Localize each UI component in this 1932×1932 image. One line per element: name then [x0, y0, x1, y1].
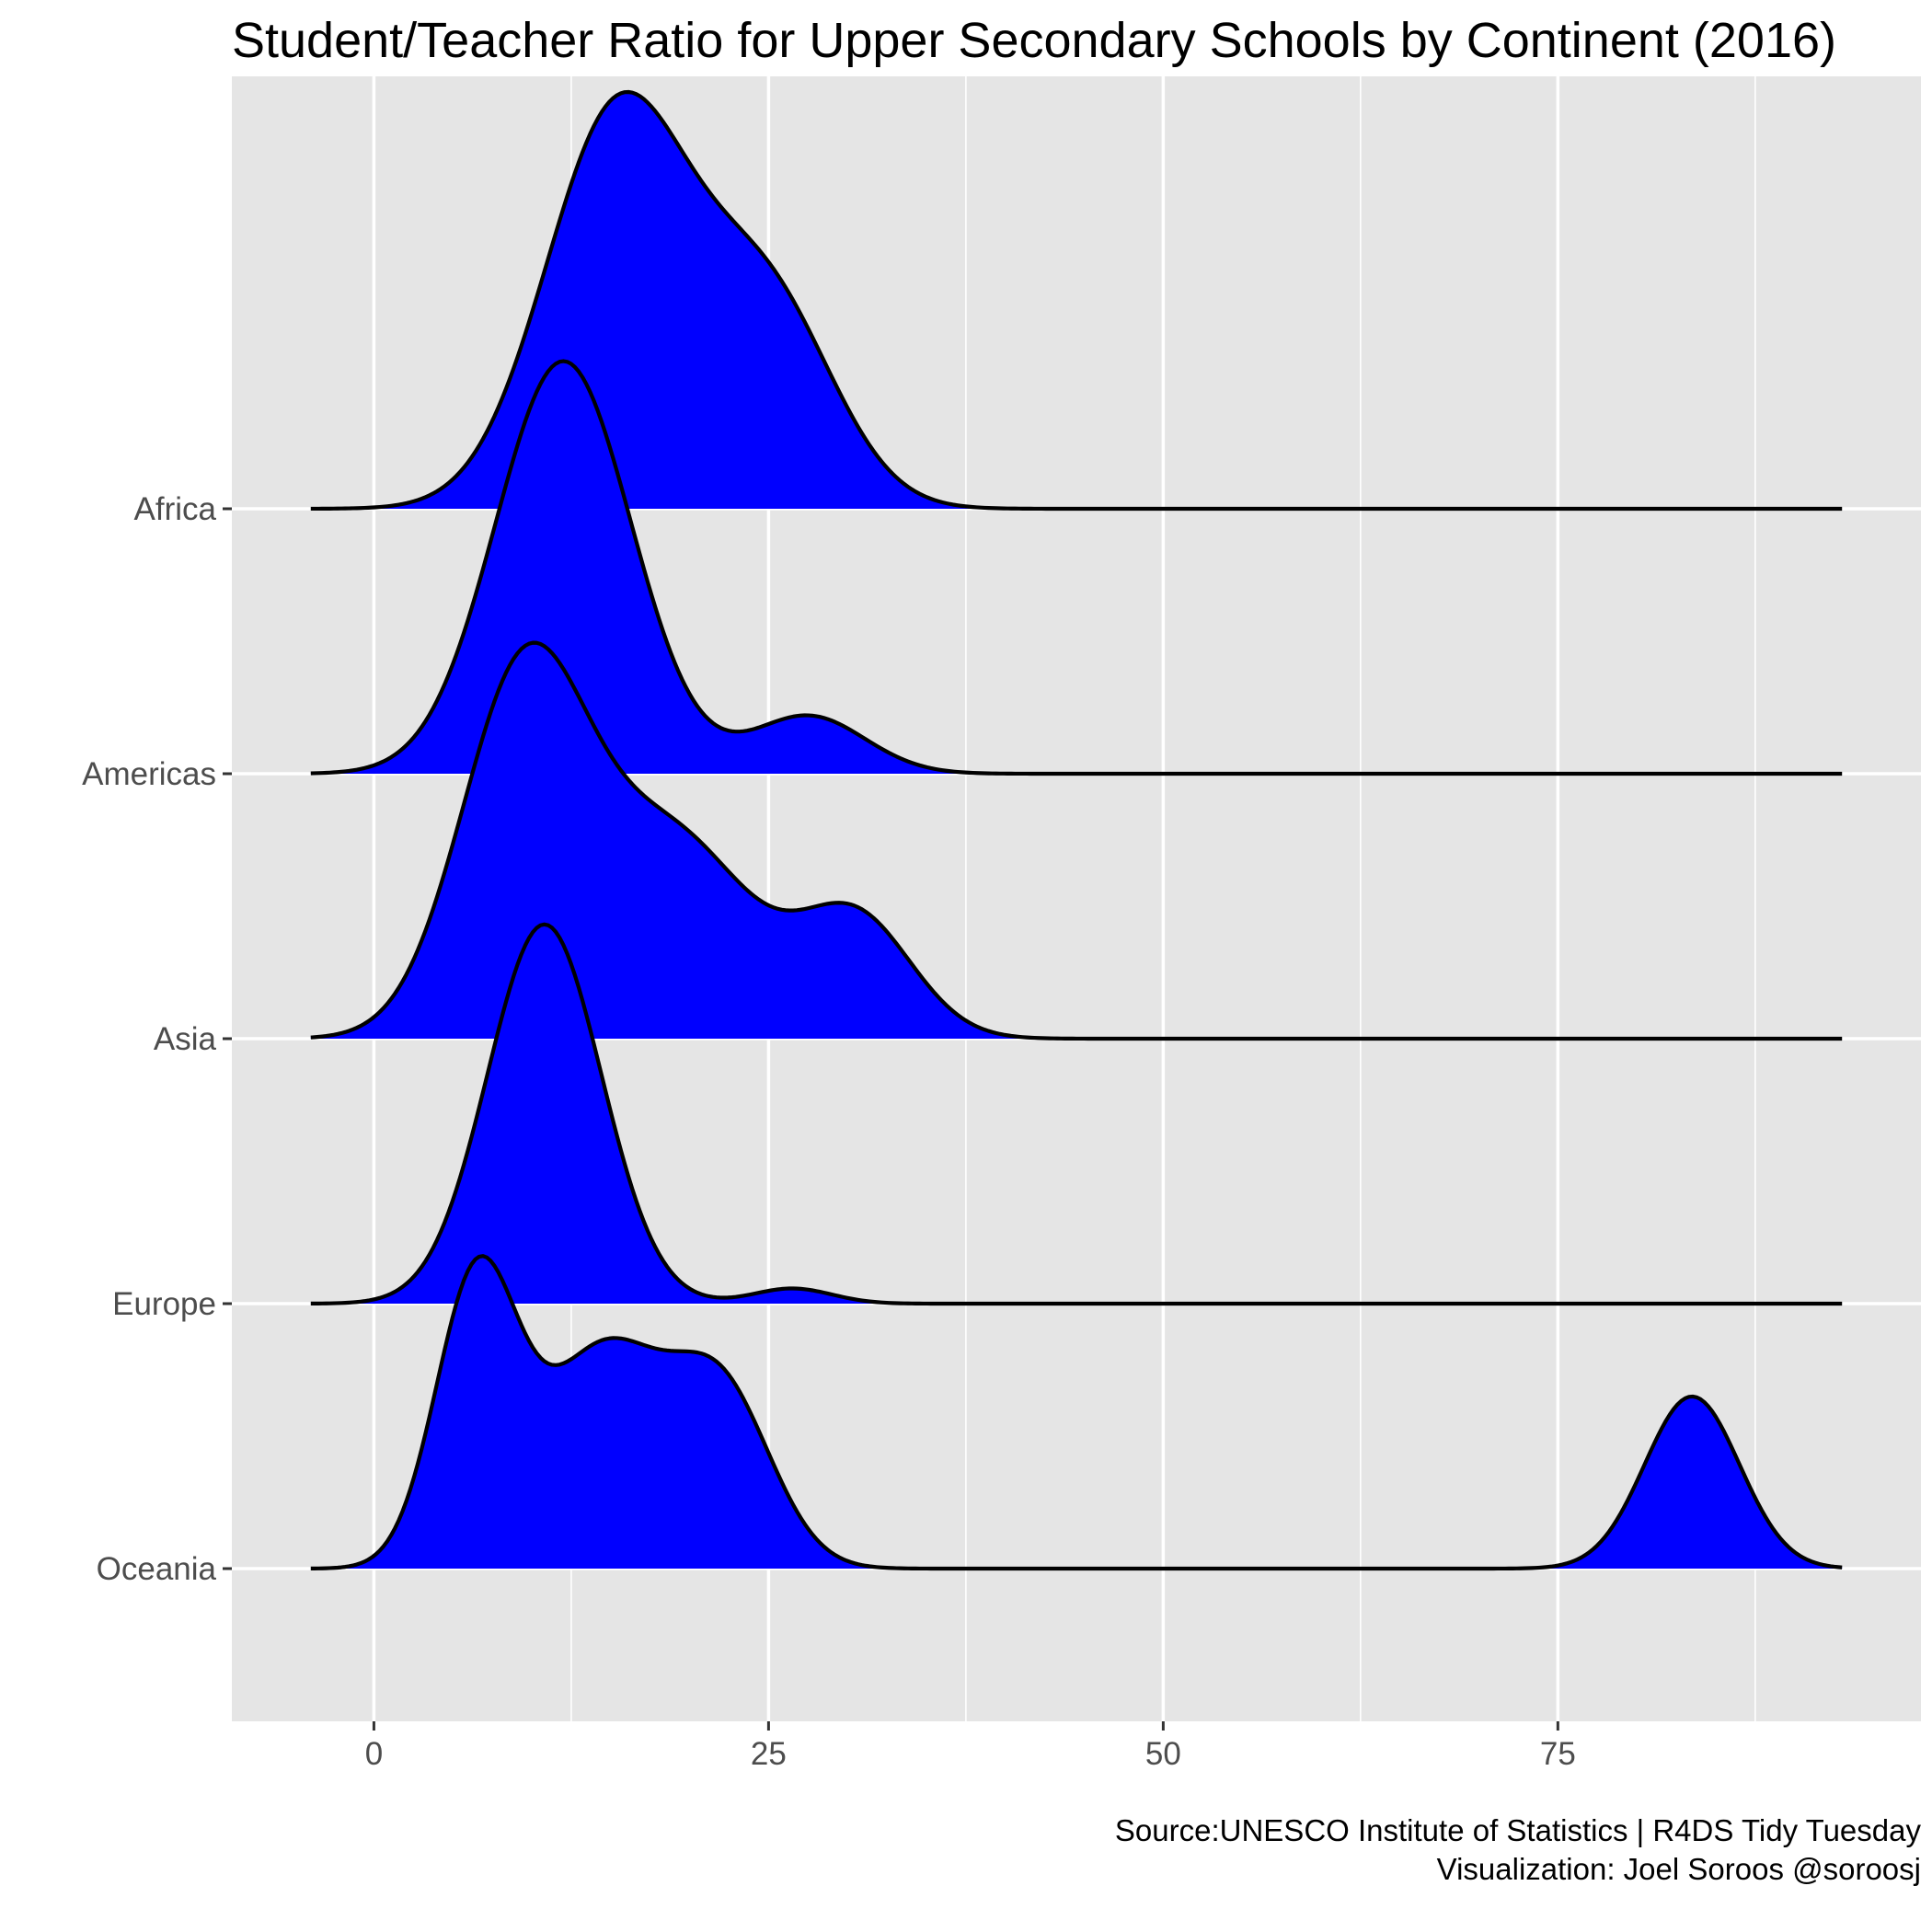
caption-visualization: Visualization: Joel Soroos @soroosj [1437, 1852, 1921, 1886]
ridge-fill-americas [310, 361, 1843, 774]
y-tick-label-americas: Americas [82, 756, 216, 792]
ridge-line-europe [310, 922, 1843, 1306]
y-tick-label-africa: Africa [134, 491, 217, 527]
x-tick-label: 75 [1540, 1736, 1576, 1772]
ridge-line-americas [310, 359, 1843, 776]
y-tick-label-europe: Europe [112, 1286, 216, 1322]
x-axis: 0 25 50 75 [365, 1721, 1576, 1772]
x-tick-label: 0 [365, 1736, 383, 1772]
density-ridges [310, 89, 1843, 1571]
ridge-fill-asia [310, 642, 1843, 1039]
chart-title: Student/Teacher Ratio for Upper Secondar… [232, 13, 1836, 68]
ridge-fill-europe [310, 924, 1843, 1304]
y-tick-label-asia: Asia [154, 1021, 217, 1057]
x-tick-label: 50 [1145, 1736, 1181, 1772]
caption-source: Source:UNESCO Institute of Statistics | … [1115, 1813, 1922, 1847]
y-tick-label-oceania: Oceania [97, 1551, 217, 1587]
ridge-line-oceania [310, 1254, 1843, 1571]
ridge-line-africa [310, 89, 1843, 512]
ridge-line-asia [310, 640, 1843, 1041]
y-axis: Africa Americas Asia Europe Oceania [82, 491, 232, 1587]
ridge-fill-africa [310, 92, 1843, 509]
ridge-fill-oceania [310, 1256, 1843, 1569]
x-tick-label: 25 [751, 1736, 787, 1772]
